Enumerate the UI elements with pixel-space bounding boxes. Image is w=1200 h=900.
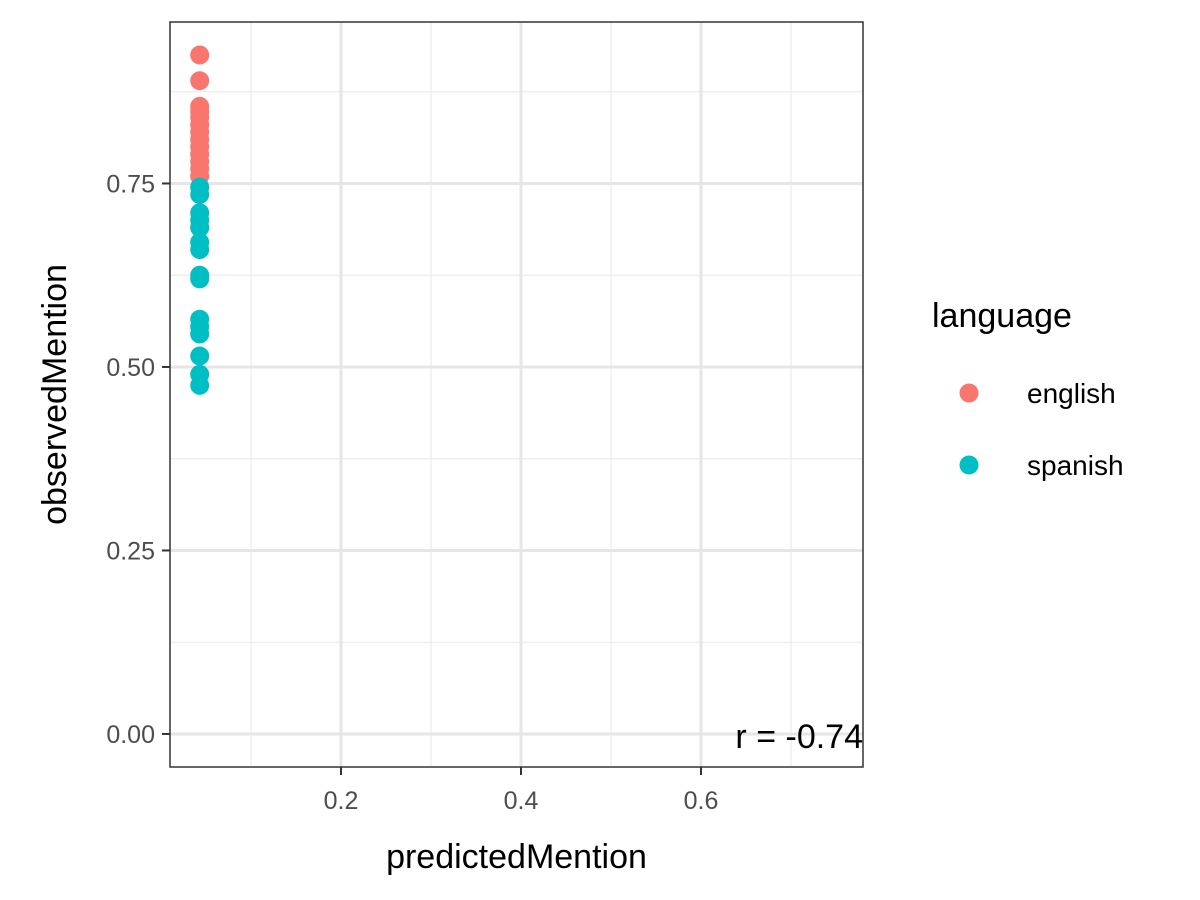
data-point-spanish (190, 324, 210, 344)
legend-title: language (932, 297, 1072, 335)
data-point-spanish (190, 269, 210, 289)
x-tick-label: 0.2 (324, 787, 359, 815)
data-points (190, 45, 210, 395)
y-tick-label: 0.25 (106, 537, 155, 565)
legend-label-english: english (1027, 378, 1116, 409)
grid-minor (170, 22, 863, 767)
grid-major (170, 22, 863, 767)
data-point-spanish (190, 346, 210, 366)
legend-label-spanish: spanish (1027, 450, 1124, 481)
y-axis: 0.00 0.25 0.50 0.75 (106, 170, 170, 749)
legend-key-spanish (959, 455, 979, 475)
panel-border (169, 21, 864, 768)
data-point-english (190, 45, 210, 65)
correlation-annotation: r = -0.74 (735, 718, 863, 756)
data-point-spanish (190, 240, 210, 260)
y-tick-label: 0.00 (106, 721, 155, 749)
x-axis-title: predictedMention (386, 838, 647, 876)
data-point-spanish (190, 218, 210, 238)
data-point-english (190, 71, 210, 91)
y-axis-title: observedMention (36, 264, 74, 525)
y-tick-label: 0.50 (106, 354, 155, 382)
data-point-spanish (190, 375, 210, 395)
data-point-spanish (190, 184, 210, 204)
legend-key-english (959, 383, 979, 403)
x-tick-label: 0.6 (684, 787, 719, 815)
x-axis: 0.2 0.4 0.6 (324, 767, 719, 815)
legend: language english spanish (932, 297, 1124, 481)
y-tick-label: 0.75 (106, 170, 155, 198)
x-tick-label: 0.4 (504, 787, 539, 815)
